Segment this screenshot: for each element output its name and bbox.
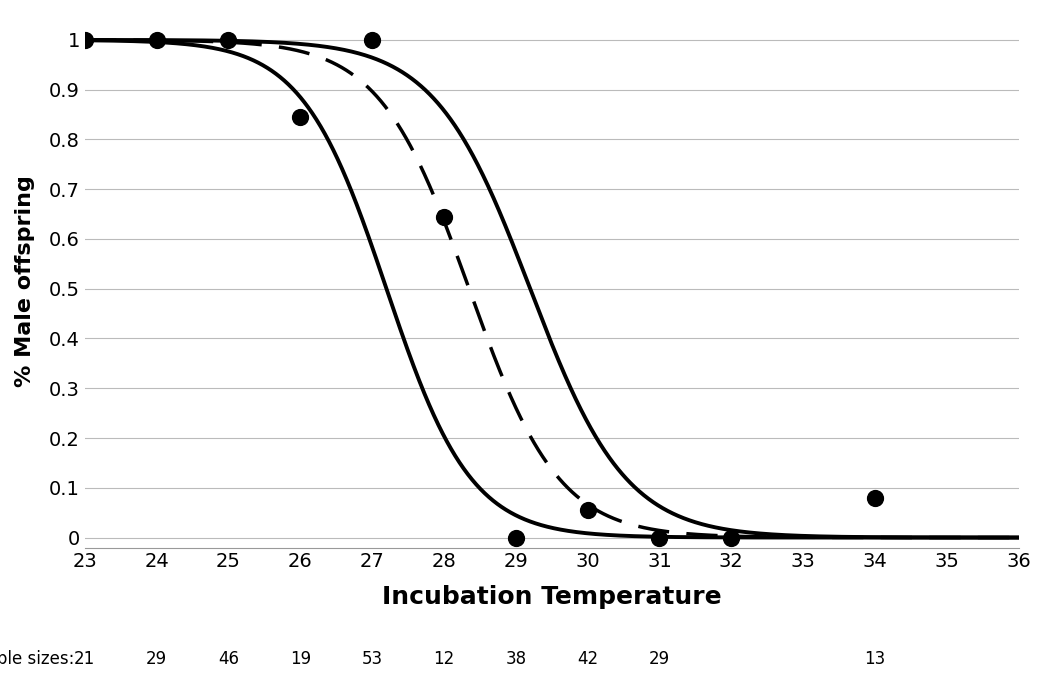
Text: 21: 21 [74, 650, 95, 667]
Point [651, 532, 667, 543]
Y-axis label: % Male offspring: % Male offspring [15, 176, 35, 387]
Point [364, 34, 381, 45]
Point [507, 532, 524, 543]
Point [435, 211, 452, 222]
Text: 46: 46 [218, 650, 238, 667]
Text: 53: 53 [362, 650, 383, 667]
Point [220, 34, 236, 45]
Point [723, 532, 740, 543]
Text: 13: 13 [864, 650, 886, 667]
Text: 29: 29 [649, 650, 670, 667]
Text: 42: 42 [577, 650, 598, 667]
Point [866, 493, 883, 504]
Point [579, 505, 596, 516]
Point [292, 112, 309, 123]
Text: 12: 12 [433, 650, 455, 667]
X-axis label: Incubation Temperature: Incubation Temperature [382, 585, 722, 609]
Text: Sample sizes:: Sample sizes: [0, 650, 74, 667]
Text: 38: 38 [505, 650, 526, 667]
Text: 29: 29 [146, 650, 167, 667]
Point [149, 34, 165, 45]
Text: 19: 19 [290, 650, 311, 667]
Point [76, 34, 93, 45]
